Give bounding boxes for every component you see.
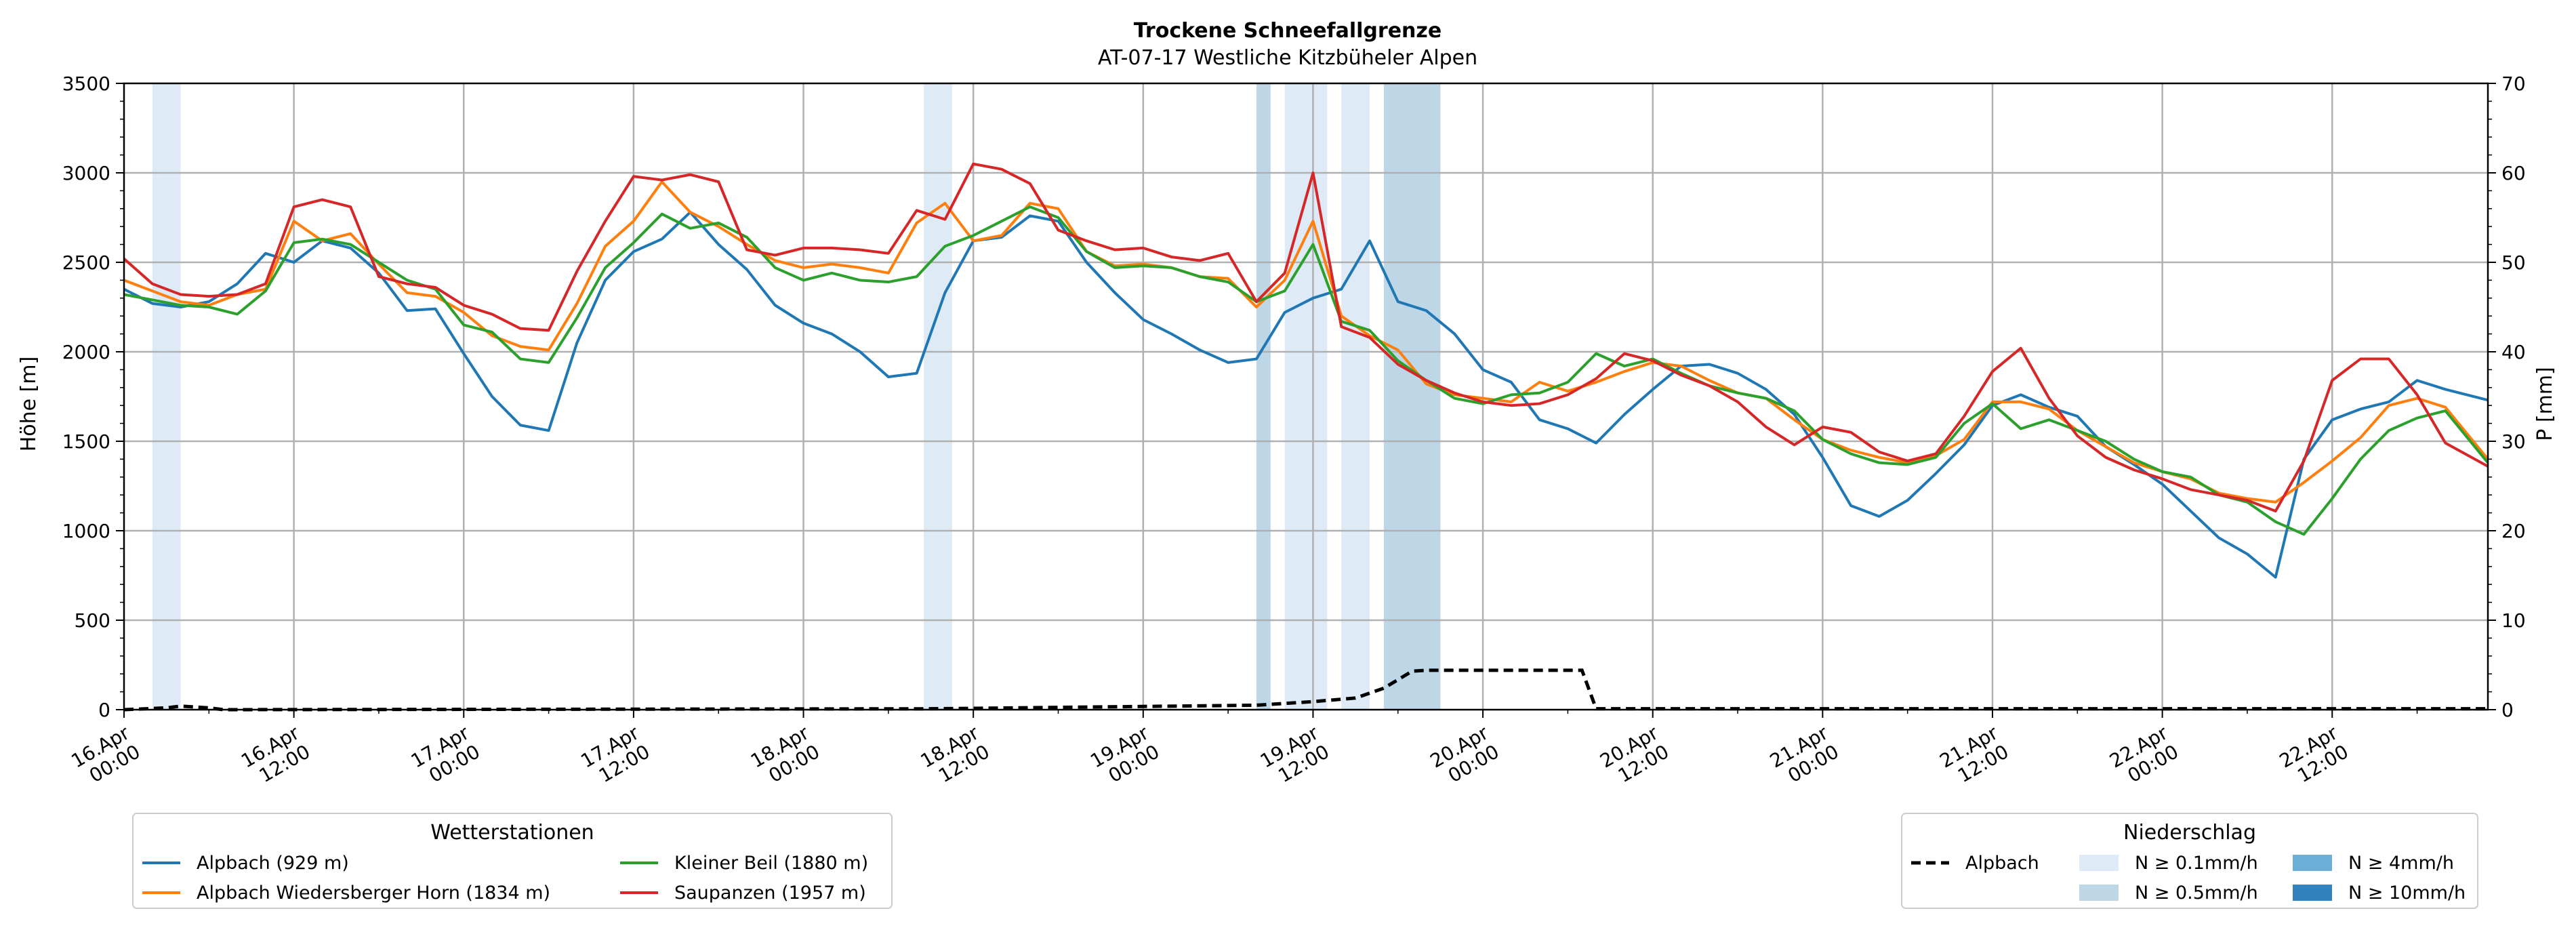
precip-band-1 [924,83,952,710]
plot-frame [123,82,2489,711]
chart-subtitle: AT-07-17 Westliche Kitzbüheler Alpen [1098,46,1477,70]
legend-stations-label-3: Saupanzen (1957 m) [674,883,866,904]
y-tick-label: 0 [98,699,110,721]
legend-precip-frame [1901,813,2478,909]
series-line-3 [123,162,2489,512]
axes: 0 500 1000 1500 2000 2500 3000 3500 0 10 20 30 40 50 6… [62,73,2526,791]
precip-band-2 [1256,83,1271,710]
legend-stations-label-0: Alpbach (929 m) [197,853,349,874]
precip-band-0 [152,83,181,710]
series-layer [123,162,2489,712]
y2-axis-label: P [mm] [2533,367,2557,441]
precip-band-3 [1284,83,1328,710]
y2-tick-label: 60 [2501,162,2526,184]
legend-precip-label-0: N ≥ 0.1mm/h [2135,853,2258,874]
legend-precip-line-label: Alpbach [1965,853,2039,874]
legend-precip-swatch-0 [2079,855,2119,871]
precip-band-4 [1341,83,1370,710]
legend-precip-swatch-2 [2293,855,2332,871]
legend-stations-label-2: Kleiner Beil (1880 m) [674,853,868,874]
legend-precip-label-3: N ≥ 10mm/h [2348,883,2466,904]
x-tick-label: 22.Apr12:00 [2276,721,2352,791]
legend-precip: Niederschlag Alpbach N ≥ 0.1mm/h N ≥ 0.5mm… [1901,813,2478,909]
y2-tick-label: 70 [2501,73,2526,95]
legend-stations-frame [132,813,893,909]
legend-precip-label-2: N ≥ 4mm/h [2348,853,2454,874]
y-tick-label: 500 [75,609,110,632]
legend-precip-label-1: N ≥ 0.5mm/h [2135,883,2258,904]
legend-precip-swatch-3 [2293,885,2332,901]
series-line-2 [123,205,2489,536]
precip-bands [152,83,1441,710]
precip-band-5 [1383,83,1441,710]
grid-lines [124,83,2488,710]
y2-tick-label: 40 [2501,341,2526,363]
legend-stations: Wetterstationen Alpbach (929 m) Alpbach W… [132,813,893,909]
legend-stations-title: Wetterstationen [430,821,594,845]
y-tick-label: 3500 [62,73,110,95]
y-tick-label: 1500 [62,430,110,453]
y-axis-label: Höhe [m] [17,357,41,452]
y-tick-label: 1000 [62,520,110,542]
legend-precip-title: Niederschlag [2123,821,2256,845]
legend-stations-label-1: Alpbach Wiedersberger Horn (1834 m) [197,883,550,904]
chart-title: Trockene Schneefallgrenze [1134,19,1442,43]
series-line-0 [123,211,2489,579]
y2-tick-label: 50 [2501,251,2526,274]
y-tick-label: 2500 [62,251,110,274]
legend-precip-swatch-1 [2079,885,2119,901]
y2-tick-label: 0 [2501,699,2514,721]
series-line-precip-alpbach [123,668,2488,712]
y2-tick-label: 30 [2501,430,2526,453]
y-tick-label: 2000 [62,341,110,363]
y2-tick-label: 10 [2501,609,2526,632]
y-tick-label: 3000 [62,162,110,184]
y2-tick-label: 20 [2501,520,2526,542]
